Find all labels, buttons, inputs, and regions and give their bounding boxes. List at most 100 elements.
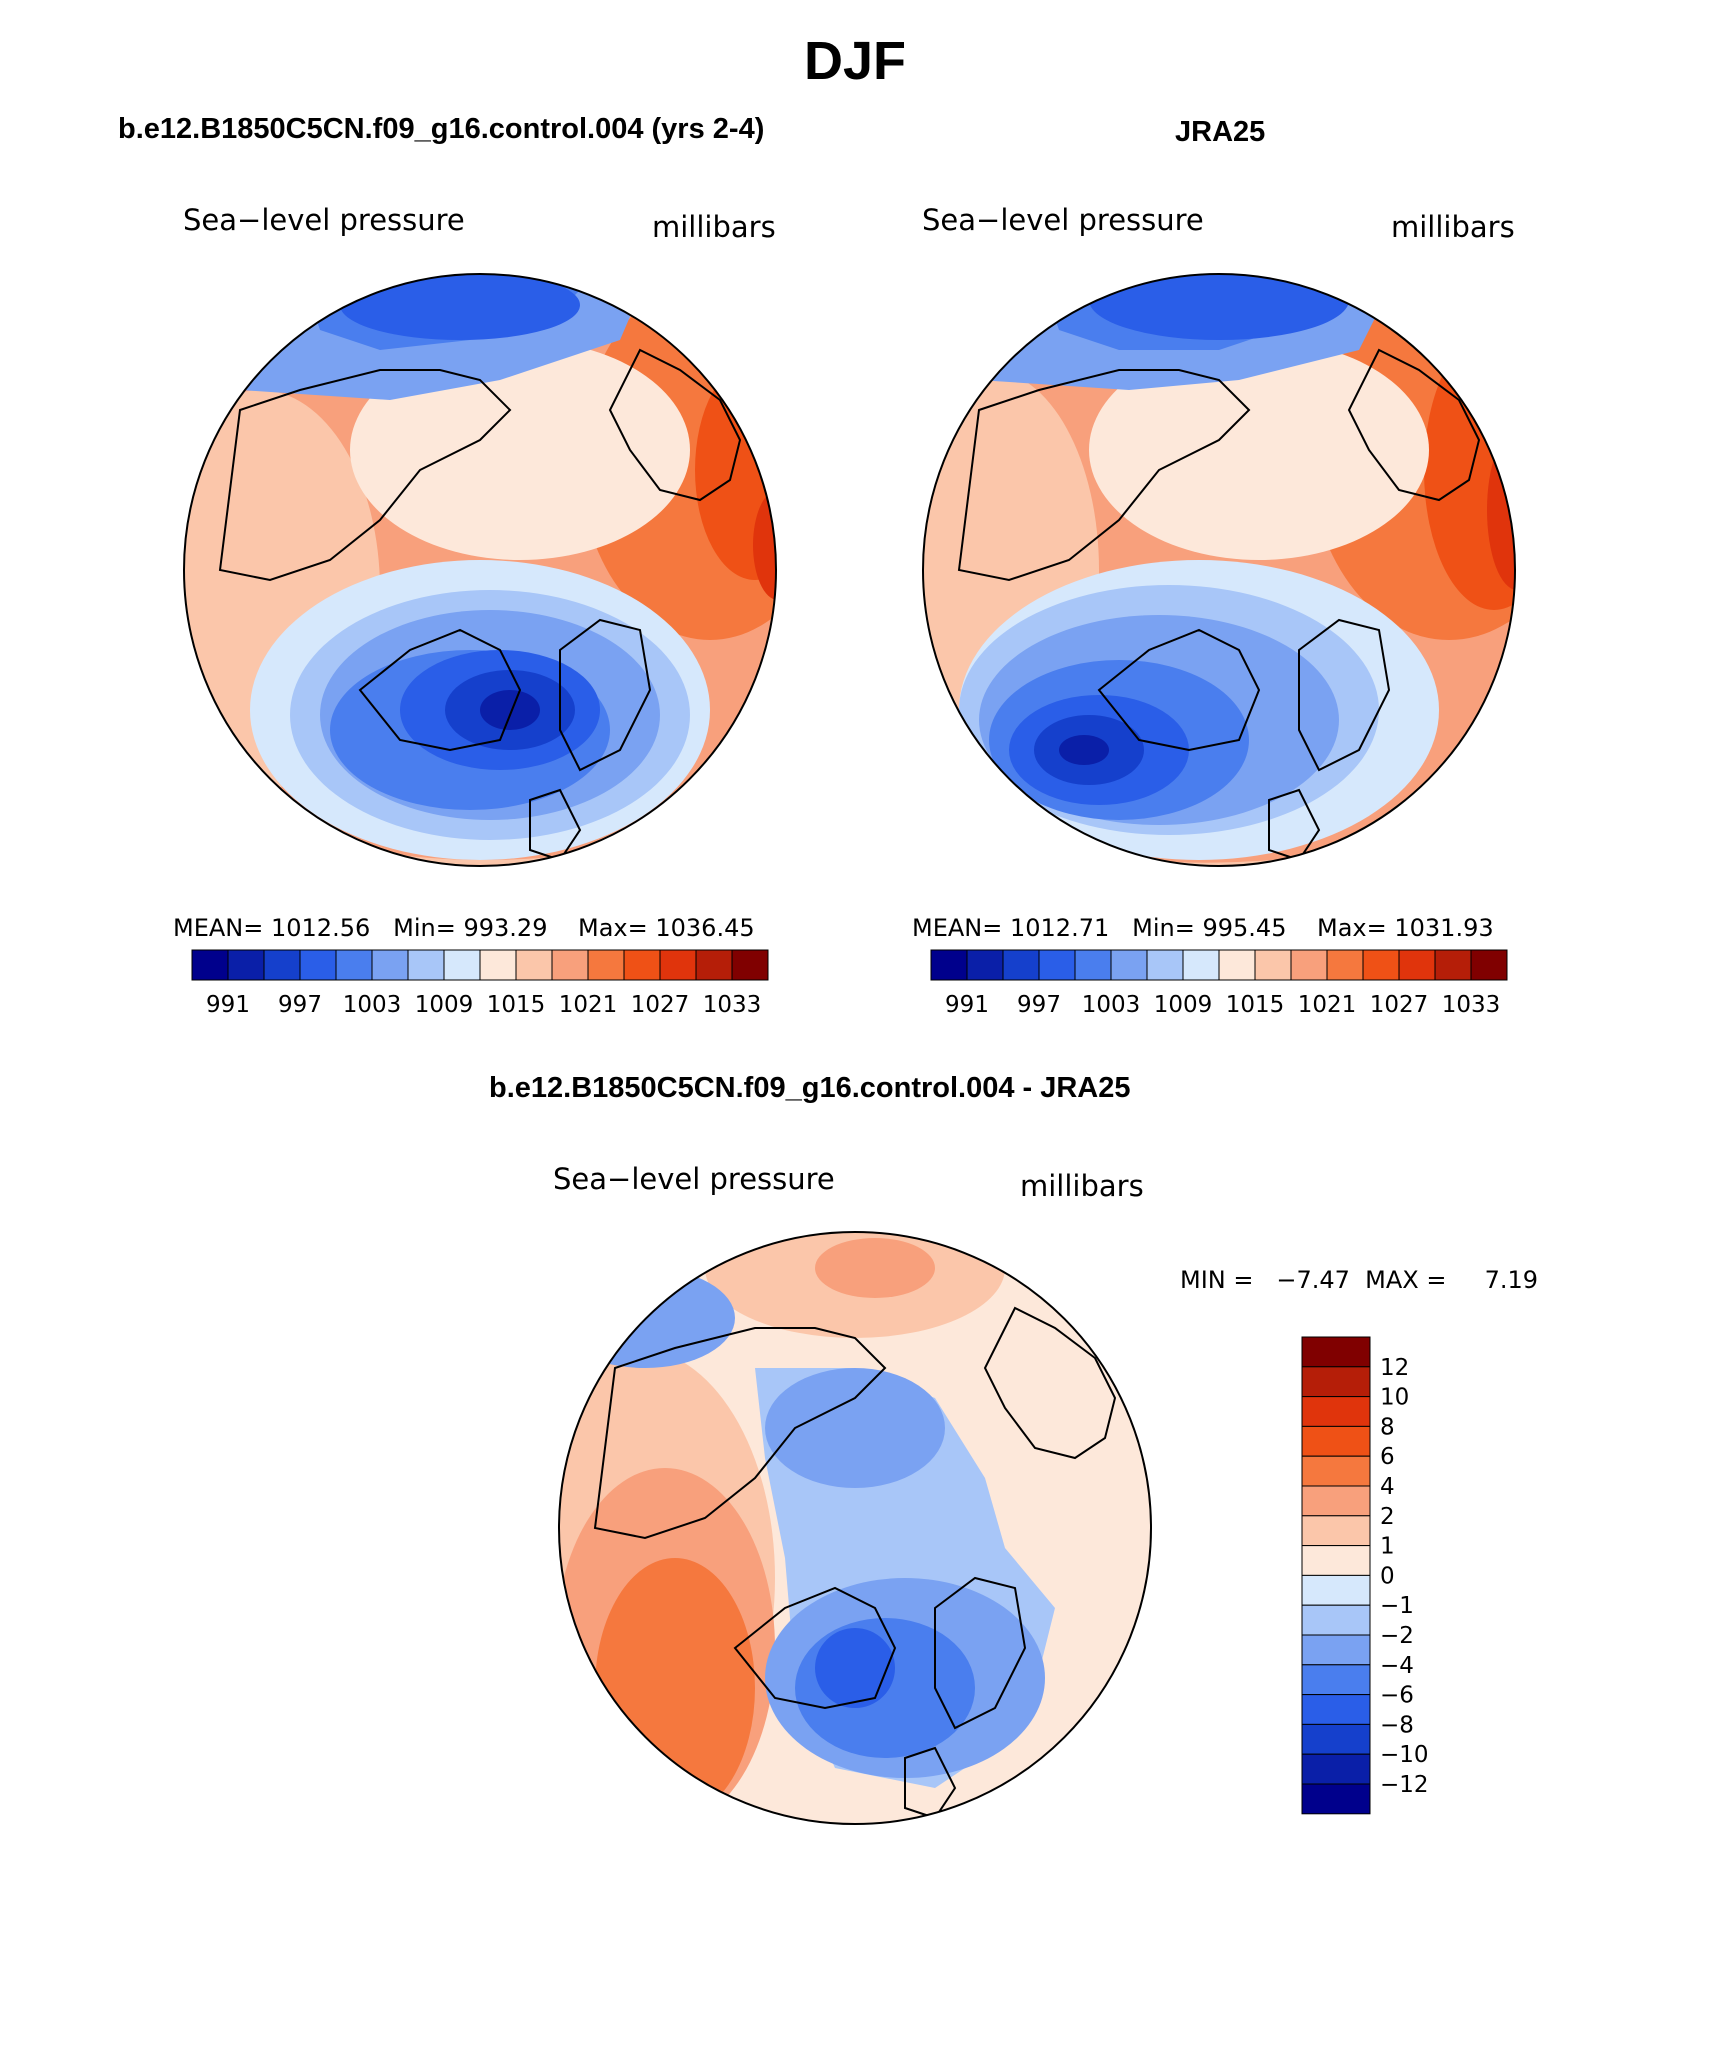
panel-1-mean-label: MEAN= [173, 914, 264, 942]
panel-2-colorbar-tick-label: 1003 [1082, 992, 1141, 1018]
diff-colorbar-tick-label: −2 [1380, 1623, 1414, 1649]
diff-panel-minmax: MIN = −7.47 MAX = 7.19 [1180, 1266, 1539, 1294]
diff-colorbar-swatch [1301, 1664, 1371, 1696]
panel-2-colorbar-tick-label: 1009 [1154, 992, 1213, 1018]
panel-1-mean-value: 1012.56 [271, 914, 371, 942]
panel-1-min-value: 993.29 [463, 914, 548, 942]
panel-1-colorbar-tick-label: 997 [278, 992, 322, 1018]
panel-2-colorbar-swatch [1290, 949, 1328, 981]
panel-2-colorbar-swatch [1398, 949, 1436, 981]
panel-2-colorbar-swatch [1038, 949, 1076, 981]
diff-colorbar-tick-label: 12 [1380, 1355, 1409, 1381]
panel-2-colorbar-tick-label: 1027 [1370, 992, 1429, 1018]
panel-1-colorbar-tick-label: 1033 [703, 992, 762, 1018]
panel-2-colorbar: 991 997 1003 1009 1015 1021 1027 1033 [930, 949, 1508, 1018]
panel-2-colorbar-swatch [1326, 949, 1364, 981]
panel-1-colorbar-swatch [587, 949, 625, 981]
diff-panel-left-label: Sea−level pressure [553, 1162, 835, 1196]
diff-colorbar-swatch [1301, 1604, 1371, 1636]
diff-panel-units-label: millibars [1020, 1169, 1144, 1203]
diff-colorbar-swatch [1301, 1574, 1371, 1606]
panel-2-polar-map [922, 273, 1516, 867]
panel-2-colorbar-swatch [1470, 949, 1508, 981]
panel-2-colorbar-swatch [1218, 949, 1256, 981]
panel-1-colorbar-swatch [335, 949, 373, 981]
panel-2-stats: MEAN= 1012.71 Min= 995.45 Max= 1031.93 [912, 914, 1494, 942]
diff-colorbar-swatch [1301, 1694, 1371, 1725]
diff-colorbar-tick-label: −12 [1380, 1772, 1429, 1798]
panel-2-mean-label: MEAN= [912, 914, 1003, 942]
panel-2-colorbar-swatch [930, 949, 968, 981]
panel-1-stats: MEAN= 1012.56 Min= 993.29 Max= 1036.45 [173, 914, 755, 942]
diff-colorbar-tick-label: −8 [1380, 1712, 1414, 1738]
page-title: DJF [803, 31, 906, 91]
panel-2-colorbar-tick-label: 1021 [1298, 992, 1357, 1018]
panel-2-colorbar-swatch [1074, 949, 1112, 981]
diff-panel-title: b.e12.B1850C5CN.f09_g16.control.004 - JR… [489, 1072, 1131, 1104]
diff-colorbar-swatch [1301, 1396, 1371, 1427]
diff-colorbar-tick-label: −4 [1380, 1653, 1414, 1679]
panel-2-colorbar-tick-label: 991 [945, 992, 989, 1018]
panel-1-colorbar-swatch [191, 949, 229, 981]
diff-colorbar-tick-label: 1 [1380, 1534, 1395, 1560]
diff-colorbar-swatch [1301, 1753, 1371, 1785]
panel-1-colorbar-swatch [695, 949, 733, 981]
panel-2-colorbar-swatch [1362, 949, 1400, 981]
diff-colorbar-swatch [1301, 1425, 1371, 1457]
panel-1-max-label: Max= [577, 914, 648, 942]
panel-1-colorbar-swatch [479, 949, 517, 981]
diff-colorbar-tick-label: 0 [1380, 1563, 1395, 1589]
panel-1-colorbar-swatch [515, 949, 553, 981]
panel-2-min-value: 995.45 [1202, 914, 1287, 942]
diff-colorbar-tick-label: 8 [1380, 1414, 1395, 1440]
panel-2-colorbar-swatch [966, 949, 1004, 981]
panel-1-max-value: 1036.45 [655, 914, 755, 942]
panel-2-colorbar-swatch [1110, 949, 1148, 981]
panel-2-min-label: Min= [1132, 914, 1195, 942]
diff-colorbar-swatch [1301, 1455, 1371, 1487]
panel-1-colorbar-swatch [227, 949, 265, 981]
diff-colorbar-tick-label: 2 [1380, 1504, 1395, 1530]
diff-colorbar-tick-label: −6 [1380, 1683, 1414, 1709]
panel-2-mean-value: 1012.71 [1010, 914, 1110, 942]
panel-1-colorbar: 991 997 1003 1009 1015 1021 1027 1033 [191, 949, 769, 1018]
panel-1-colorbar-tick-label: 1015 [487, 992, 546, 1018]
panel-1-min-label: Min= [393, 914, 456, 942]
panel-2-max-label: Max= [1316, 914, 1387, 942]
diff-colorbar-tick-label: 4 [1380, 1474, 1395, 1500]
diff-panel-polar-map [558, 1231, 1152, 1825]
diff-colorbar-swatch [1301, 1515, 1371, 1547]
panel-1-units-label: millibars [652, 210, 776, 244]
panel-2-colorbar-tick-label: 1015 [1226, 992, 1285, 1018]
panel-2-colorbar-swatch [1254, 949, 1292, 981]
panel-1-colorbar-swatch [623, 949, 661, 981]
diff-colorbar-tick-label: 10 [1380, 1385, 1409, 1411]
diff-colorbar-swatch [1301, 1485, 1371, 1517]
panel-2-colorbar-swatch [1002, 949, 1040, 981]
panel-2-title: JRA25 [1175, 116, 1266, 148]
panel-1-colorbar-swatch [407, 949, 445, 981]
panel-2-colorbar-swatch [1182, 949, 1220, 981]
diff-colorbar-swatch [1301, 1783, 1371, 1815]
panel-2-colorbar-tick-label: 1033 [1442, 992, 1501, 1018]
diff-colorbar-tick-label: 6 [1380, 1444, 1395, 1470]
diff-colorbar-tick-label: −10 [1380, 1742, 1429, 1768]
panel-2-colorbar-swatch [1434, 949, 1472, 981]
panel-1-colorbar-tick-label: 1021 [559, 992, 618, 1018]
panel-2-colorbar-tick-label: 997 [1017, 992, 1061, 1018]
panel-1-polar-map [183, 273, 777, 867]
panel-1-colorbar-swatch [299, 949, 337, 981]
panel-1-colorbar-swatch [443, 949, 481, 981]
panel-1-colorbar-swatch [371, 949, 409, 981]
panel-1-colorbar-swatch [551, 949, 589, 981]
panel-2-units-label: millibars [1391, 210, 1515, 244]
panel-1-title: b.e12.B1850C5CN.f09_g16.control.004 (yrs… [118, 113, 765, 145]
diff-colorbar-swatch [1301, 1366, 1371, 1398]
panel-1-colorbar-swatch [263, 949, 301, 981]
panel-1-colorbar-swatch [659, 949, 697, 981]
diff-colorbar-tick-label: −1 [1380, 1593, 1414, 1619]
diff-colorbar-swatch [1301, 1723, 1371, 1755]
panel-2-colorbar-swatch [1146, 949, 1184, 981]
panel-1-colorbar-swatch [731, 949, 769, 981]
